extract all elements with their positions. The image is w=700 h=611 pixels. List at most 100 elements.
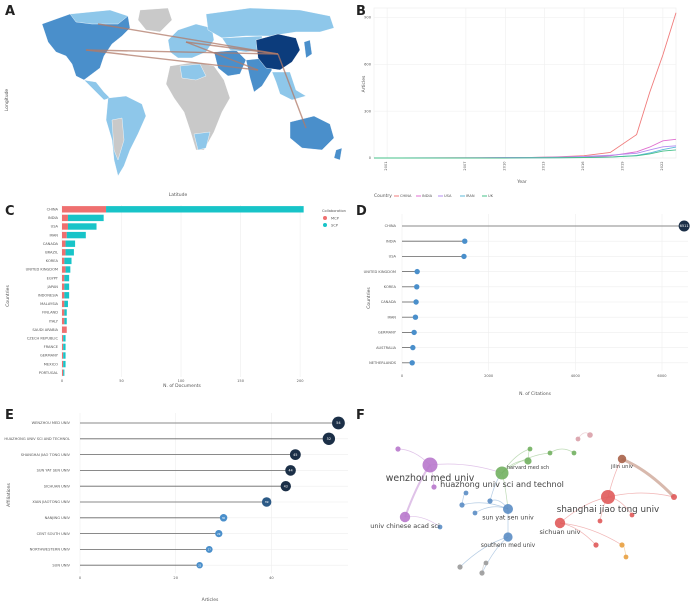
affiliations-chart: WENZHOU MED UNIV 54 HUAZHONG UNIV SCI AND … (4, 413, 348, 603)
bar-xticks: 0 50 100 150 200 (61, 379, 304, 383)
citations-value-label: 6511 (680, 224, 689, 228)
bar-scp (64, 274, 70, 282)
bar-category-label: EGYPT (47, 276, 59, 280)
bar-xtick-label: 200 (297, 379, 305, 383)
affiliations-category-label: WENZHOU MED UNIV (32, 421, 71, 425)
bar-mcp (62, 326, 67, 333)
bar-rows: CHINA INDIA USA IRAN CANADA BRAZIL KOREA UNITED… (26, 206, 304, 376)
africa-shape (165, 61, 231, 151)
network-node (554, 517, 566, 529)
bar-category-label: CHINA (47, 208, 59, 212)
network-node (547, 450, 553, 456)
affiliations-value-label: 43 (284, 484, 288, 488)
affiliations-value-label: 29 (217, 532, 221, 536)
bar-mcp (62, 292, 65, 299)
line-grid (373, 7, 677, 159)
affiliations-value-label: 45 (293, 453, 297, 457)
network-nodes (395, 432, 677, 576)
world-landmasses (41, 7, 343, 177)
affiliations-value-label: 44 (289, 469, 293, 473)
bar-category-label: INDONESIA (38, 294, 59, 298)
line-ytick-label: 900 (364, 16, 372, 20)
affiliations-dot (219, 514, 228, 522)
bar-grid (61, 205, 301, 377)
link-china-usa (85, 49, 279, 55)
network-node (617, 454, 627, 464)
russia-shape (205, 7, 335, 39)
line-legend-label: CHINA (400, 194, 412, 198)
bar-mcp (62, 335, 64, 342)
affiliations-dot (322, 432, 336, 445)
bar-mcp (62, 343, 64, 351)
bar-mcp (62, 317, 65, 325)
citations-dot (462, 238, 468, 244)
network-edge (474, 506, 509, 514)
line-yticks: 0 300 600 900 (364, 16, 372, 161)
link-china-canada (97, 23, 279, 55)
network-node-label: sun yat sen univ (482, 515, 534, 522)
bar-mcp (62, 360, 64, 368)
bar-mcp (62, 206, 107, 213)
affiliations-category-label: SUN YAT SEN UNIV (37, 469, 71, 473)
network-node (437, 524, 443, 530)
line-ylabel: Articles (361, 75, 367, 92)
affiliations-dot (215, 529, 223, 538)
network-node (601, 490, 615, 504)
network-node (597, 518, 603, 524)
affiliations-category-label: NORTHWESTERN UNIV (30, 548, 71, 552)
link-india-uk (185, 41, 259, 71)
bar-scp (65, 249, 74, 256)
bar-category-label: FINLAND (42, 311, 58, 315)
network-edge (621, 457, 676, 499)
bar-category-label: GERMANY (40, 354, 59, 358)
line-legend-title: Country (374, 193, 392, 199)
map-ylabel: Longitude (4, 89, 10, 112)
bar-scp (64, 317, 67, 325)
bar-mcp (62, 309, 65, 316)
citations-ylabel: Countries (366, 287, 372, 309)
south-america-shape (105, 95, 147, 177)
network-node (623, 554, 629, 560)
line-xtick-label: 2022 (660, 161, 664, 170)
europe-shape (167, 23, 215, 59)
network-edge (429, 463, 503, 474)
link-china-australia (277, 53, 307, 129)
bar-mcp (62, 300, 65, 308)
line-ytick-label: 0 (369, 156, 372, 160)
line-xlabel: Year (516, 179, 527, 185)
panel-letter-c: C (5, 204, 15, 219)
affiliations-value-label: 39 (265, 500, 269, 504)
affiliations-dot (205, 545, 213, 553)
network-node-label: huazhong univ sci and technol (440, 479, 564, 489)
line-legend-label: USA (444, 194, 452, 198)
affiliations-xlabel: Articles (202, 597, 219, 603)
citations-dot (414, 284, 420, 290)
panel-letter-e: E (5, 408, 14, 423)
bar-scp (63, 335, 66, 342)
bar-category-label: USA (51, 225, 59, 229)
network-node (527, 446, 533, 452)
panel-letter-f: F (356, 408, 365, 423)
line-xtick-label: 2019 (620, 161, 624, 171)
legend-mcp-label: MCP (331, 217, 340, 221)
bar-mcp (62, 369, 64, 376)
line-chart: 2001 2007 2010 2013 2016 2019 2022 0300600900 … (361, 7, 677, 199)
citations-xtick-label: 6000 (657, 374, 667, 378)
line-xtick-label: 2013 (542, 161, 546, 170)
bar-category-label: PORTUGAL (39, 371, 58, 375)
bar-scp (64, 300, 68, 308)
affiliations-category-label: SUN UNIV (52, 563, 70, 567)
affiliations-category-label: XIAN JIAOTONG UNIV (32, 500, 70, 504)
affiliations-category-label: NANJING UNIV (45, 516, 71, 520)
network-node-label: sichuan univ (539, 528, 580, 536)
citations-rows: CHINA 6511 INDIA USA UNITED KINGDOM KOREA CANA… (364, 220, 690, 366)
network-node (463, 490, 469, 496)
affiliations-category-label: CENT SOUTH UNIV (37, 532, 71, 536)
bar-category-label: FRANCE (44, 345, 59, 349)
bar-category-label: INDIA (48, 216, 59, 220)
citations-category-label: INDIA (386, 239, 397, 243)
bar-mcp (62, 249, 66, 256)
line-ytick-label: 300 (364, 109, 372, 113)
citations-dot (461, 253, 467, 260)
